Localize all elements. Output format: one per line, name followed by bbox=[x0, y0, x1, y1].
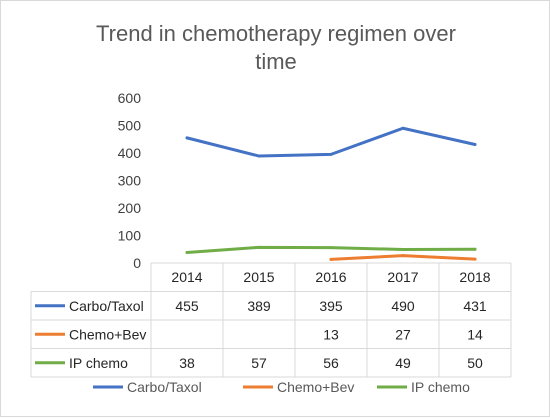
table-header-year: 2018 bbox=[459, 269, 490, 285]
table-cell-value: 56 bbox=[323, 355, 339, 371]
table-cell-value: 38 bbox=[179, 355, 195, 371]
legend-label: Carbo/Taxol bbox=[127, 379, 202, 395]
table-series-name: Chemo+Bev bbox=[69, 326, 146, 342]
table-header-year: 2015 bbox=[243, 269, 274, 285]
data-point bbox=[257, 245, 261, 249]
chart-title-line1: Trend in chemotherapy regimen over bbox=[96, 21, 456, 46]
data-point bbox=[329, 152, 333, 156]
table-cell-value: 49 bbox=[395, 355, 411, 371]
data-table: 2014 2015 2016 2017 2018 Carbo/Taxol 455 389 395… bbox=[30, 262, 512, 378]
data-point bbox=[473, 142, 477, 146]
data-point bbox=[185, 136, 189, 140]
table-series-name: Carbo/Taxol bbox=[69, 298, 144, 314]
table-cell-value: 50 bbox=[467, 355, 483, 371]
data-point bbox=[473, 257, 477, 261]
data-point bbox=[473, 247, 477, 251]
table-cell-value: 13 bbox=[323, 326, 339, 342]
y-axis-ticks: 600 500 400 300 200 100 0 bbox=[118, 90, 142, 271]
data-point bbox=[185, 251, 189, 255]
data-point bbox=[257, 154, 261, 158]
chart-title-line2: time bbox=[255, 49, 297, 74]
table-header-year: 2017 bbox=[387, 269, 418, 285]
table-header-year: 2016 bbox=[315, 269, 346, 285]
table-cell-value: 57 bbox=[251, 355, 267, 371]
y-tick-label: 100 bbox=[118, 228, 142, 244]
table-cell-value: 431 bbox=[463, 298, 487, 314]
data-point bbox=[329, 257, 333, 261]
table-cell-value: 389 bbox=[247, 298, 271, 314]
y-tick-label: 600 bbox=[118, 90, 142, 106]
y-tick-label: 200 bbox=[118, 200, 142, 216]
table-header-year: 2014 bbox=[171, 269, 202, 285]
data-point bbox=[401, 248, 405, 252]
y-tick-label: 500 bbox=[118, 118, 142, 134]
table-series-name: IP chemo bbox=[69, 355, 128, 371]
table-cell-value: 455 bbox=[175, 298, 199, 314]
plot-series bbox=[185, 126, 477, 261]
series-line bbox=[185, 126, 477, 158]
data-point bbox=[401, 126, 405, 130]
legend-label: Chemo+Bev bbox=[277, 379, 354, 395]
table-cell-value: 490 bbox=[391, 298, 415, 314]
data-point bbox=[401, 254, 405, 258]
y-tick-label: 0 bbox=[133, 255, 141, 271]
table-cell-value: 14 bbox=[467, 326, 483, 342]
data-point bbox=[329, 246, 333, 250]
legend: Carbo/Taxol Chemo+Bev IP chemo bbox=[93, 379, 470, 395]
table-cell-value: 27 bbox=[395, 326, 411, 342]
y-tick-label: 300 bbox=[118, 173, 142, 189]
legend-label: IP chemo bbox=[411, 379, 470, 395]
y-tick-label: 400 bbox=[118, 145, 142, 161]
table-cell-value: 395 bbox=[319, 298, 343, 314]
